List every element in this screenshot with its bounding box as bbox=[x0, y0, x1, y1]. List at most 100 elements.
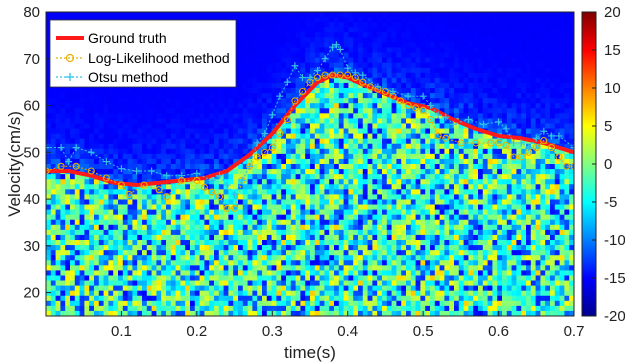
point-otsu-method bbox=[502, 125, 510, 133]
point-log-likelihood-method bbox=[532, 144, 540, 152]
x-tick-label: 0.4 bbox=[337, 323, 358, 340]
legend-label-log-likelihood: Log-Likelihood method bbox=[88, 50, 230, 66]
point-log-likelihood-method bbox=[276, 130, 284, 138]
point-otsu-method bbox=[291, 62, 299, 70]
point-log-likelihood-method bbox=[261, 148, 269, 156]
point-otsu-method bbox=[117, 165, 125, 173]
point-log-likelihood-method bbox=[102, 174, 110, 182]
y-tick-label: 50 bbox=[23, 144, 40, 161]
point-log-likelihood-method bbox=[502, 141, 510, 149]
point-otsu-method bbox=[464, 116, 472, 124]
point-log-likelihood-method bbox=[200, 183, 208, 191]
point-otsu-method bbox=[178, 172, 186, 180]
colorbar-tick-label: 10 bbox=[604, 80, 621, 97]
colorbar-ticks: 20 15 10 5 0 -5 -10 -15 -20 bbox=[592, 4, 625, 325]
point-log-likelihood-method bbox=[163, 193, 171, 201]
point-log-likelihood-method bbox=[125, 190, 133, 198]
point-otsu-method bbox=[133, 167, 141, 175]
colorbar-tick-label: 5 bbox=[604, 118, 612, 135]
point-log-likelihood-method bbox=[434, 132, 442, 140]
point-otsu-method bbox=[238, 176, 246, 184]
point-log-likelihood-method bbox=[313, 73, 322, 82]
point-log-likelihood-method bbox=[487, 139, 495, 147]
x-tick-label: 0.3 bbox=[262, 323, 283, 340]
legend-label-otsu: Otsu method bbox=[88, 69, 168, 85]
point-log-likelihood-method bbox=[412, 104, 420, 112]
point-log-likelihood-method bbox=[396, 97, 405, 105]
point-log-likelihood-method bbox=[442, 134, 450, 142]
point-otsu-method bbox=[532, 134, 540, 142]
point-otsu-method bbox=[306, 73, 314, 81]
point-log-likelihood-method bbox=[155, 186, 163, 194]
point-otsu-method bbox=[46, 144, 50, 152]
point-otsu-method bbox=[57, 144, 65, 152]
point-log-likelihood-method bbox=[495, 139, 503, 147]
point-otsu-method bbox=[389, 88, 397, 96]
point-otsu-method bbox=[419, 92, 427, 100]
point-otsu-method bbox=[246, 162, 254, 170]
point-log-likelihood-method bbox=[419, 106, 427, 114]
point-log-likelihood-method bbox=[517, 153, 525, 161]
axes: 0.1 0.2 0.3 0.4 0.5 0.6 0.7 20 30 40 50 60 70 80 bbox=[23, 4, 584, 340]
series-layer bbox=[46, 41, 574, 212]
legend-marker-otsu bbox=[66, 73, 74, 81]
point-log-likelihood-method bbox=[140, 181, 148, 189]
point-otsu-method bbox=[449, 120, 457, 128]
point-otsu-method bbox=[427, 102, 435, 110]
point-log-likelihood-method bbox=[472, 139, 480, 147]
point-otsu-method bbox=[479, 120, 487, 128]
point-otsu-method bbox=[547, 132, 555, 140]
x-tick-label: 0.5 bbox=[413, 323, 434, 340]
y-tick-label: 70 bbox=[23, 51, 40, 68]
x-tick-label: 0.6 bbox=[488, 323, 509, 340]
point-otsu-method bbox=[223, 181, 231, 189]
point-otsu-method bbox=[442, 113, 450, 121]
point-otsu-method bbox=[231, 190, 239, 198]
point-otsu-method bbox=[510, 139, 518, 147]
colorbar-tick-label: -5 bbox=[604, 194, 617, 211]
colorbar-tick-label: -10 bbox=[604, 232, 625, 249]
legend-marker-log-likelihood bbox=[65, 53, 75, 63]
point-log-likelihood-method bbox=[117, 181, 125, 189]
y-tick-label: 60 bbox=[23, 98, 40, 115]
point-otsu-method bbox=[193, 169, 201, 177]
point-log-likelihood-method bbox=[208, 188, 216, 196]
point-otsu-method bbox=[268, 111, 276, 119]
point-log-likelihood-method bbox=[87, 167, 95, 175]
point-otsu-method bbox=[540, 127, 548, 135]
point-otsu-method bbox=[555, 132, 563, 140]
point-log-likelihood-method bbox=[344, 71, 352, 79]
point-otsu-method bbox=[495, 118, 503, 126]
x-tick-label: 0.7 bbox=[564, 323, 585, 340]
point-otsu-method bbox=[374, 83, 382, 91]
series-line-log-likelihood-method bbox=[46, 74, 574, 209]
legend: Ground truth Log-Likelihood method Otsu … bbox=[49, 19, 237, 88]
point-log-likelihood-method bbox=[298, 87, 307, 96]
point-log-likelihood-method bbox=[268, 144, 276, 152]
point-log-likelihood-method bbox=[366, 83, 374, 91]
point-otsu-method bbox=[359, 71, 367, 79]
y-tick-label: 40 bbox=[23, 191, 40, 208]
x-tick-label: 0.2 bbox=[186, 323, 207, 340]
colorbar-tick-label: 0 bbox=[604, 156, 612, 173]
point-log-likelihood-method bbox=[72, 162, 80, 170]
point-otsu-method bbox=[570, 144, 574, 152]
point-log-likelihood-method bbox=[457, 139, 465, 147]
y-tick-label: 80 bbox=[23, 4, 40, 21]
point-otsu-method bbox=[332, 41, 340, 49]
x-tick-label: 0.1 bbox=[111, 323, 132, 340]
point-otsu-method bbox=[298, 73, 306, 81]
spectrogram-heatmap bbox=[46, 12, 574, 316]
point-log-likelihood-method bbox=[57, 162, 65, 170]
point-otsu-method bbox=[351, 69, 359, 77]
point-otsu-method bbox=[261, 130, 269, 138]
y-axis-label: Velocity(cm/s) bbox=[5, 111, 24, 217]
legend-box bbox=[49, 19, 237, 88]
point-log-likelihood-method bbox=[253, 153, 261, 161]
point-otsu-method bbox=[525, 144, 533, 152]
point-log-likelihood-method bbox=[215, 193, 224, 201]
legend-label-ground-truth: Ground truth bbox=[88, 30, 167, 46]
colorbar-tick-label: 20 bbox=[604, 4, 621, 21]
point-otsu-method bbox=[65, 158, 73, 166]
